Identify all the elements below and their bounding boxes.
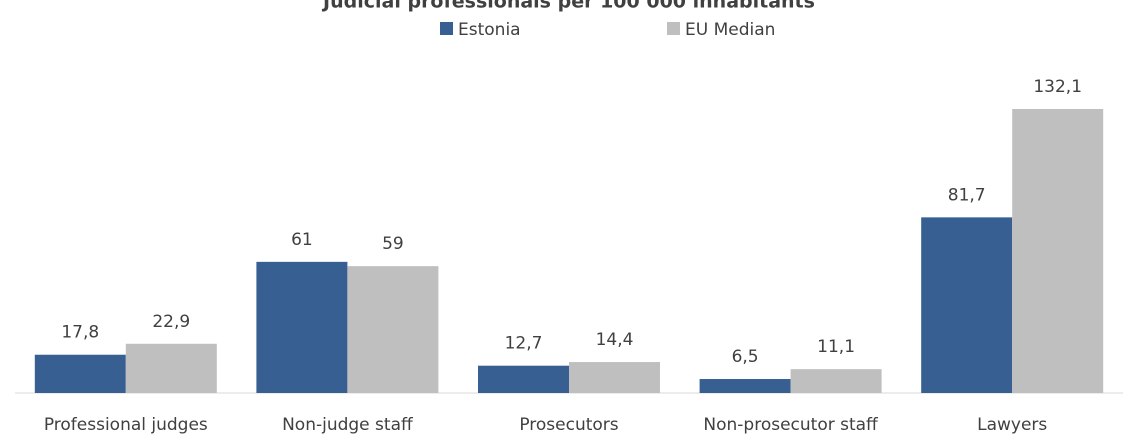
bar: [347, 266, 439, 393]
legend-swatch: [440, 22, 453, 35]
value-label: 11,1: [817, 337, 855, 357]
x-tick-label: Prosecutors: [519, 415, 618, 435]
bar: [921, 217, 1013, 393]
value-label: 132,1: [1033, 77, 1082, 97]
value-label: 59: [382, 234, 404, 254]
bar: [125, 343, 217, 393]
value-label: 14,4: [596, 330, 634, 350]
bar: [699, 379, 791, 393]
value-label: 22,9: [152, 312, 190, 332]
bar: [256, 261, 348, 393]
bar: [478, 365, 569, 393]
legend-swatch: [667, 22, 680, 35]
chart-title: Judicial professionals per 100 000 inhab…: [321, 0, 815, 13]
x-tick-label: Non-judge staff: [282, 415, 414, 435]
bar: [569, 362, 660, 393]
value-label: 61: [291, 230, 313, 250]
value-label: 12,7: [505, 334, 543, 354]
bar: [34, 354, 126, 393]
x-tick-label: Non-prosecutor staff: [703, 415, 879, 435]
value-label: 17,8: [61, 323, 99, 343]
x-tick-label: Lawyers: [977, 415, 1047, 435]
value-label: 6,5: [732, 347, 759, 367]
x-tick-label: Professional judges: [44, 415, 208, 435]
legend-label: Estonia: [458, 20, 521, 40]
bar: [790, 369, 882, 393]
value-label: 81,7: [948, 185, 986, 205]
bar: [1012, 109, 1104, 393]
legend-label: EU Median: [685, 20, 775, 40]
